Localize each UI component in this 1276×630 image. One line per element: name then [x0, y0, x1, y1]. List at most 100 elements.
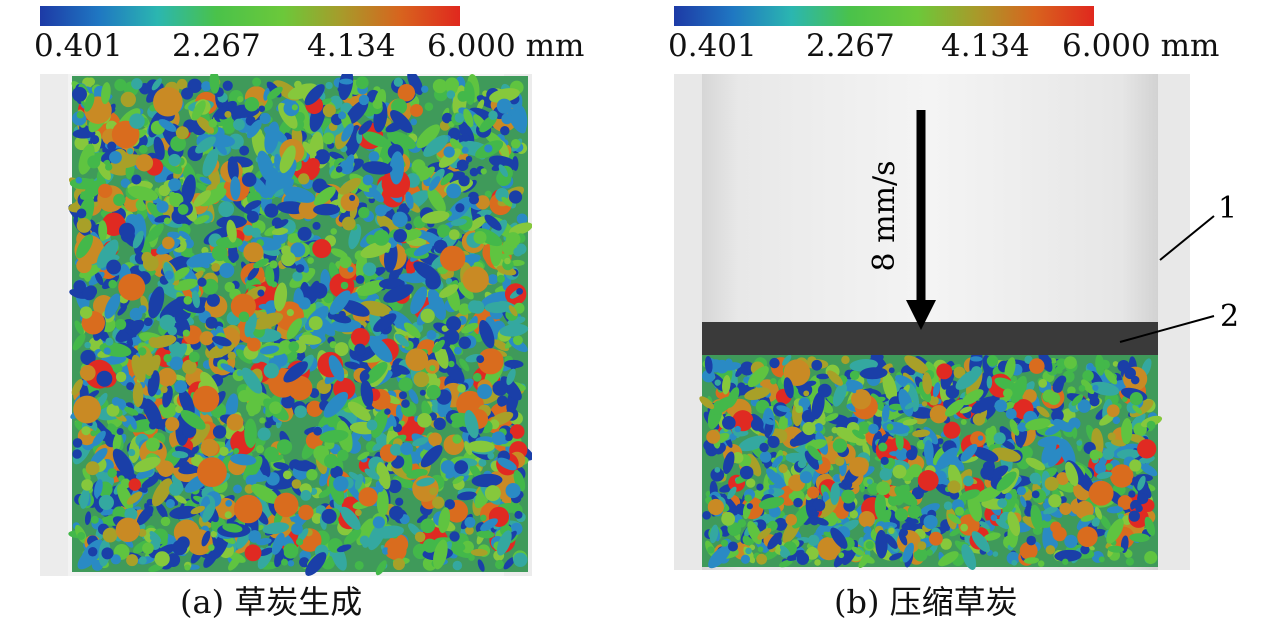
particle — [1010, 375, 1018, 382]
particle — [865, 540, 874, 550]
particle — [972, 413, 986, 426]
particle — [416, 514, 428, 524]
particle — [348, 224, 362, 250]
particle — [232, 167, 239, 174]
particle — [757, 546, 764, 553]
particle — [438, 507, 451, 534]
particle — [445, 77, 459, 92]
particle — [307, 257, 314, 264]
particle — [1124, 549, 1133, 558]
particle — [421, 85, 429, 93]
particle — [1005, 492, 1012, 500]
particle — [219, 446, 229, 457]
particle — [331, 313, 352, 324]
particle — [787, 549, 805, 562]
leader-line-2 — [1119, 315, 1215, 343]
particle — [420, 308, 435, 323]
particle — [376, 462, 391, 490]
particle — [1099, 515, 1112, 530]
particle — [963, 475, 974, 487]
particle — [215, 141, 227, 156]
particle — [446, 90, 456, 99]
particle — [295, 538, 304, 546]
particle — [504, 257, 511, 265]
particle — [224, 511, 232, 519]
particle — [1121, 418, 1133, 445]
colorbar-b — [674, 6, 1094, 26]
particle — [339, 160, 354, 175]
particle — [491, 431, 506, 446]
particle — [735, 365, 745, 377]
particle — [947, 513, 962, 524]
particle — [484, 144, 493, 153]
particle — [465, 526, 474, 535]
particle — [977, 435, 984, 441]
particle — [112, 432, 122, 452]
particle — [492, 339, 509, 352]
particle — [241, 367, 263, 394]
particle-scene-a — [40, 74, 532, 576]
particle — [440, 172, 454, 186]
particle — [329, 290, 351, 315]
particle — [408, 388, 419, 404]
particle — [374, 525, 404, 539]
particle — [727, 541, 738, 552]
particle — [1029, 472, 1042, 485]
particle — [360, 241, 392, 259]
particle — [961, 389, 984, 406]
particle — [480, 168, 487, 175]
particle — [398, 377, 413, 392]
particle — [88, 336, 104, 352]
colorbar-a — [40, 6, 460, 26]
particle — [294, 80, 302, 89]
caption-text: 压缩草炭 — [889, 583, 1018, 621]
particle — [1129, 392, 1143, 406]
particle — [727, 486, 737, 500]
particle — [354, 560, 364, 570]
particle — [1005, 408, 1017, 420]
particle — [501, 196, 513, 207]
particle — [228, 251, 239, 262]
particle — [76, 111, 84, 119]
particle — [405, 191, 414, 210]
particle — [220, 363, 235, 373]
particle — [1007, 511, 1021, 537]
particle — [509, 222, 532, 236]
particle — [136, 506, 154, 526]
particle — [440, 460, 455, 475]
particle — [416, 165, 431, 181]
particle — [1098, 556, 1105, 563]
particle — [492, 380, 508, 396]
particle — [393, 228, 408, 243]
particle — [1043, 513, 1052, 522]
particle — [960, 523, 969, 532]
particle — [429, 487, 438, 496]
particle — [373, 229, 390, 246]
particle — [885, 534, 898, 549]
particle — [249, 474, 269, 482]
particle — [461, 133, 470, 142]
particle — [990, 514, 998, 521]
particle — [1059, 438, 1076, 468]
particle — [330, 248, 348, 259]
particle — [830, 527, 848, 549]
particle — [986, 425, 997, 448]
particle — [286, 318, 303, 340]
particle — [484, 214, 502, 231]
particle — [96, 239, 119, 269]
particle — [305, 552, 327, 576]
particle — [298, 504, 314, 521]
particle — [287, 83, 318, 100]
particle — [888, 367, 895, 374]
particle — [133, 456, 161, 473]
particle — [193, 190, 212, 207]
particle — [192, 385, 220, 413]
particle — [171, 267, 190, 281]
particle — [76, 218, 92, 233]
particle — [230, 176, 241, 201]
particle — [702, 369, 716, 383]
particle — [1081, 379, 1095, 395]
particle — [111, 397, 121, 406]
particle — [245, 115, 256, 126]
particle — [82, 286, 96, 301]
